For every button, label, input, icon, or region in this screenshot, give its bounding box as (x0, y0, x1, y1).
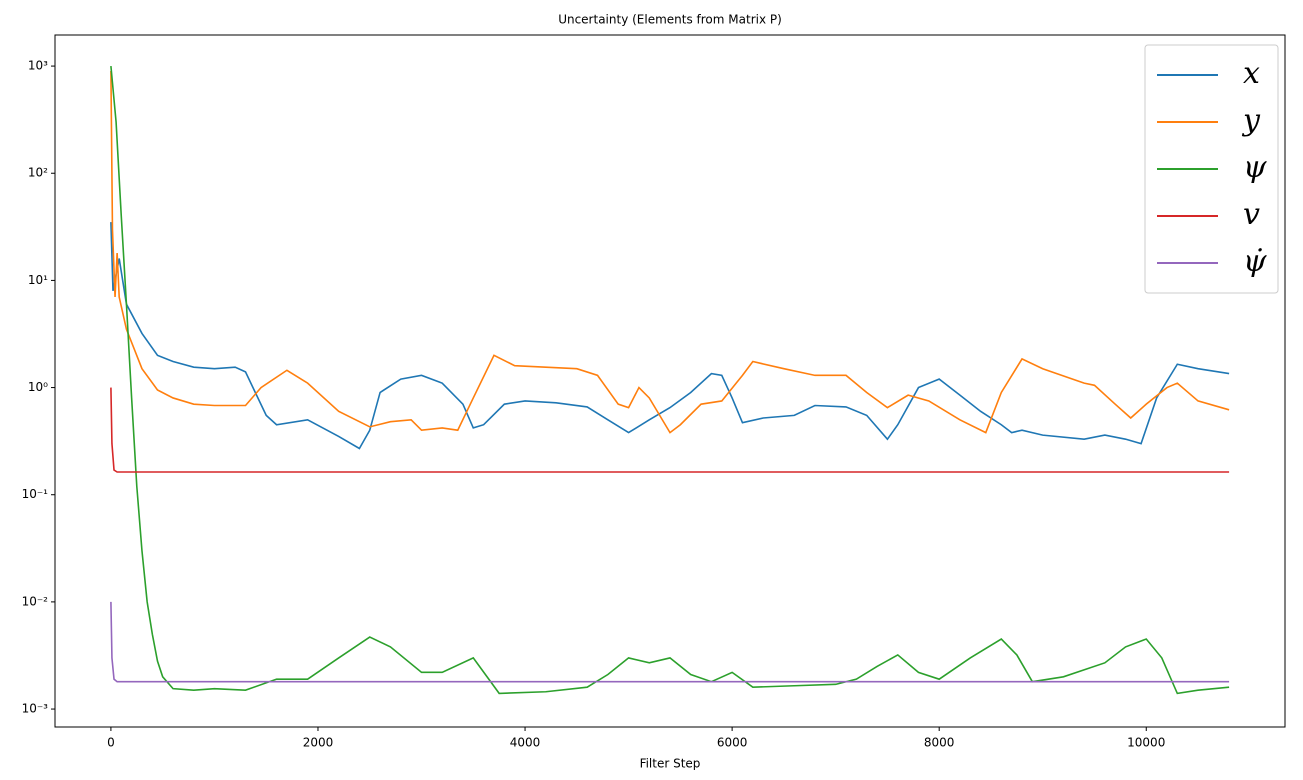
legend-label: ψ (1243, 150, 1267, 185)
y-tick-label: 10¹ (28, 273, 48, 287)
y-tick-label: 10⁻¹ (22, 487, 49, 501)
legend-label: y (1241, 103, 1261, 138)
x-tick-label: 4000 (510, 736, 541, 750)
x-tick-label: 10000 (1127, 736, 1165, 750)
x-tick-label: 0 (107, 736, 115, 750)
series-line (110, 66, 1230, 695)
plot-area (110, 66, 1230, 695)
x-axis-label: Filter Step (640, 757, 701, 771)
chart-title: Uncertainty (Elements from Matrix P) (558, 13, 782, 27)
y-tick-label: 10⁻² (22, 594, 49, 608)
legend-label: v (1243, 197, 1260, 232)
legend-label: ψ̇ (1243, 244, 1267, 279)
series-line (110, 222, 1230, 450)
y-tick-label: 10² (28, 166, 48, 180)
y-tick-label: 10³ (28, 59, 48, 73)
y-tick-label: 10⁰ (28, 380, 48, 394)
legend-label: x (1243, 56, 1260, 91)
y-tick-label: 10⁻³ (22, 702, 49, 716)
axes-frame (54, 34, 1286, 728)
x-tick-label: 6000 (717, 736, 748, 750)
x-tick-label: 2000 (303, 736, 334, 750)
series-line (110, 70, 1230, 434)
series-line (110, 387, 1230, 473)
series-line (110, 601, 1230, 683)
x-tick-label: 8000 (924, 736, 955, 750)
